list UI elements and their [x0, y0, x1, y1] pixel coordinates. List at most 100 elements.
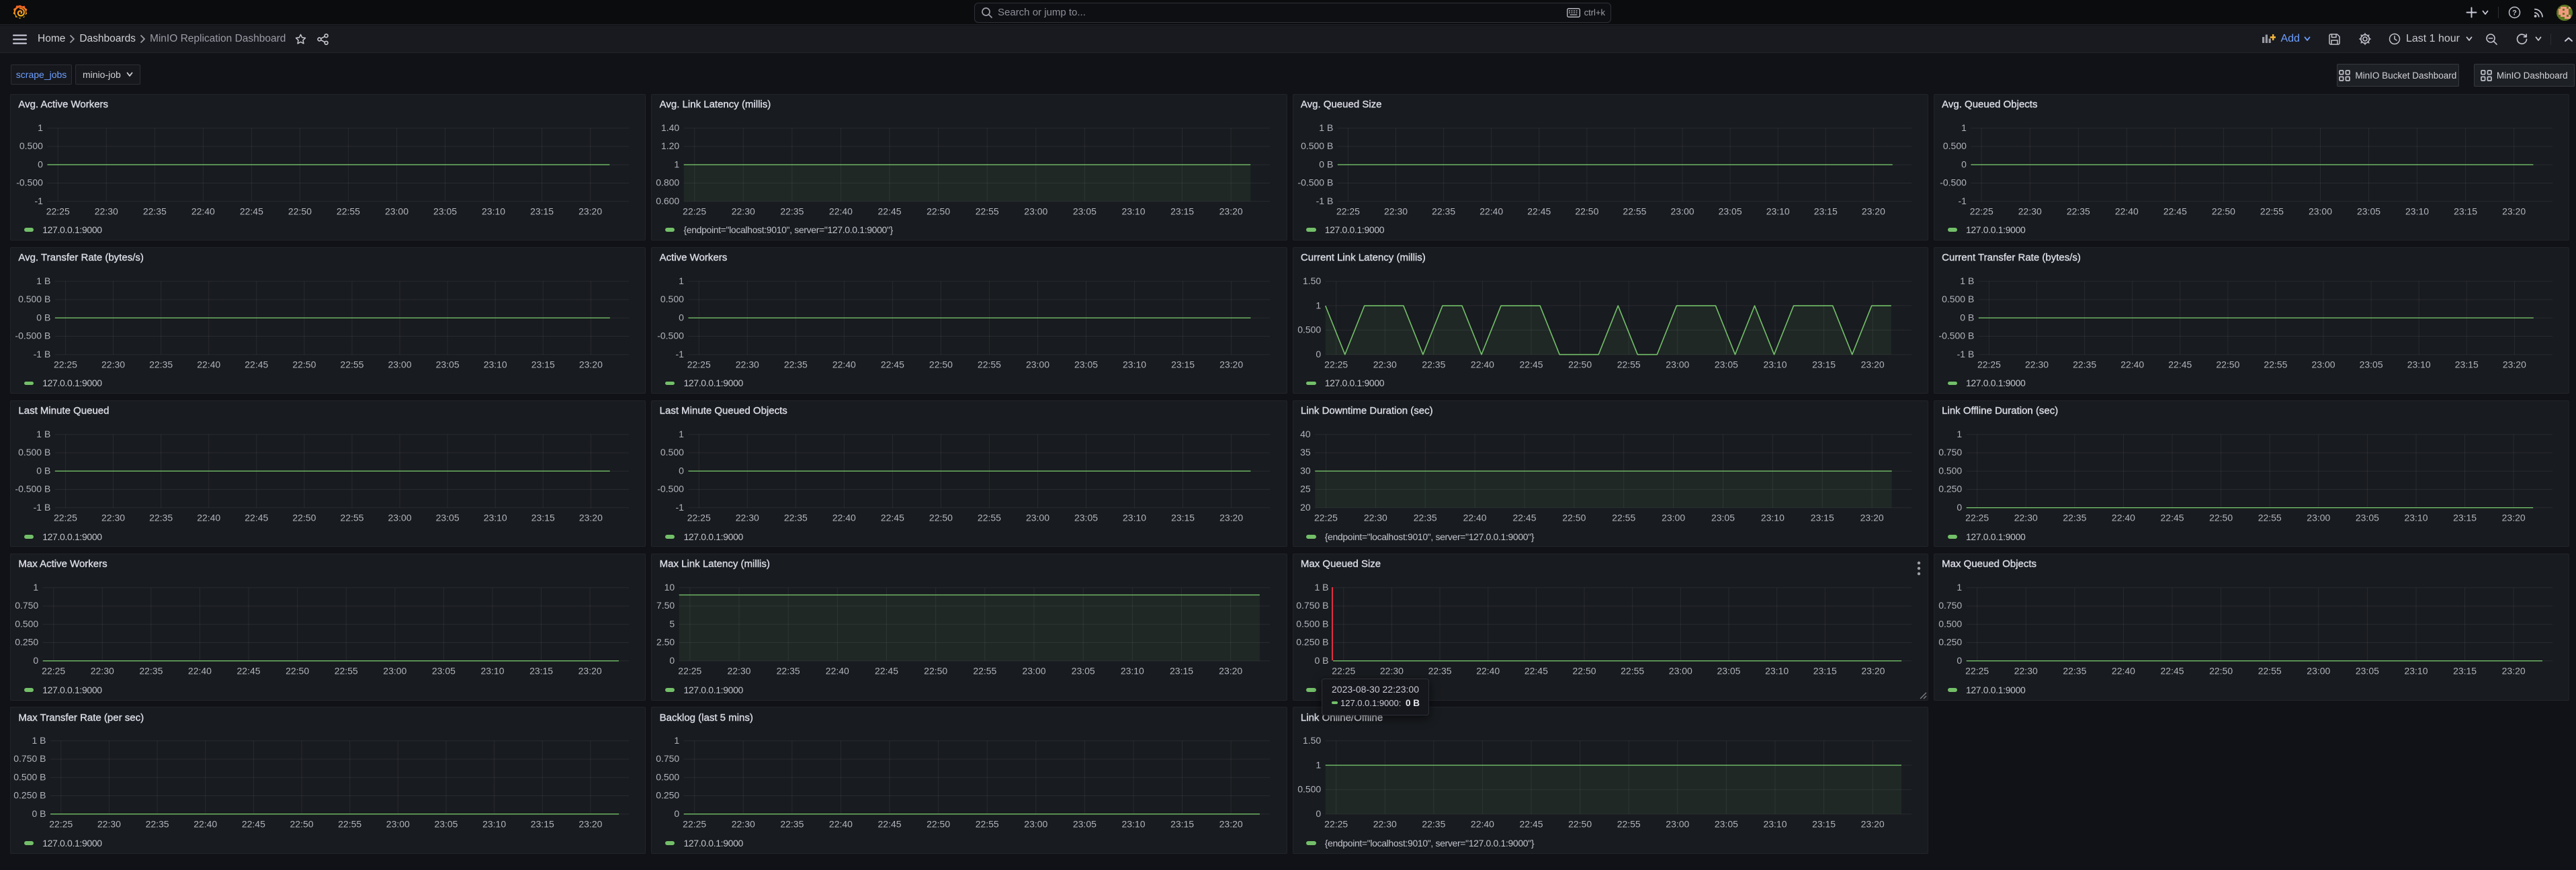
svg-text:22:55: 22:55 — [1623, 206, 1646, 216]
svg-text:1.50: 1.50 — [1302, 275, 1320, 286]
svg-text:23:05: 23:05 — [1072, 665, 1095, 676]
svg-text:23:10: 23:10 — [2404, 512, 2428, 523]
svg-text:0.750: 0.750 — [1938, 447, 1962, 458]
svg-text:5: 5 — [670, 619, 675, 629]
svg-text:23:10: 23:10 — [1760, 512, 1784, 523]
svg-text:22:30: 22:30 — [2018, 206, 2042, 216]
svg-text:-1 B: -1 B — [34, 502, 51, 513]
svg-text:0: 0 — [670, 655, 675, 666]
svg-text:22:35: 22:35 — [2063, 665, 2086, 676]
svg-text:23:15: 23:15 — [2453, 512, 2477, 523]
svg-text:0.500: 0.500 — [1938, 619, 1962, 629]
svg-text:0: 0 — [679, 312, 684, 322]
svg-text:22:55: 22:55 — [2258, 512, 2281, 523]
svg-text:22:40: 22:40 — [1470, 359, 1494, 369]
svg-text:22:40: 22:40 — [829, 819, 853, 830]
svg-text:23:10: 23:10 — [1122, 206, 1146, 216]
svg-text:0: 0 — [33, 655, 38, 666]
svg-text:22:50: 22:50 — [2209, 665, 2233, 676]
svg-text:0: 0 — [679, 465, 684, 476]
svg-text:22:45: 22:45 — [1524, 665, 1547, 676]
svg-text:22:25: 22:25 — [1965, 512, 1989, 523]
svg-text:1: 1 — [1957, 429, 1962, 439]
svg-text:23:15: 23:15 — [1813, 206, 1837, 216]
svg-text:23:20: 23:20 — [1219, 206, 1243, 216]
svg-text:23:00: 23:00 — [2307, 665, 2330, 676]
svg-text:23:05: 23:05 — [433, 206, 457, 216]
svg-text:22:40: 22:40 — [829, 206, 853, 216]
svg-text:23:15: 23:15 — [1171, 512, 1195, 523]
svg-text:22:50: 22:50 — [2212, 206, 2235, 216]
svg-text:23:05: 23:05 — [1714, 359, 1737, 369]
svg-text:0.250: 0.250 — [656, 790, 679, 801]
svg-text:22:40: 22:40 — [832, 512, 856, 523]
svg-text:0.500: 0.500 — [1297, 784, 1321, 795]
svg-text:23:20: 23:20 — [2501, 665, 2525, 676]
svg-text:23:15: 23:15 — [1810, 512, 1834, 523]
svg-text:-0.500: -0.500 — [1940, 177, 1967, 187]
svg-text:23:20: 23:20 — [578, 206, 602, 216]
svg-text:22:45: 22:45 — [2160, 512, 2184, 523]
svg-text:-0.500: -0.500 — [657, 484, 684, 494]
svg-text:23:10: 23:10 — [482, 206, 505, 216]
svg-text:22:40: 22:40 — [1463, 512, 1486, 523]
svg-text:22:45: 22:45 — [1512, 512, 1536, 523]
svg-text:23:15: 23:15 — [2454, 206, 2477, 216]
svg-text:23:00: 23:00 — [2307, 512, 2330, 523]
svg-text:22:35: 22:35 — [1428, 665, 1451, 676]
svg-text:22:40: 22:40 — [2112, 665, 2135, 676]
svg-text:22:55: 22:55 — [340, 359, 363, 369]
svg-text:22:55: 22:55 — [1617, 819, 1640, 830]
svg-text:23:05: 23:05 — [1074, 512, 1098, 523]
svg-text:22:30: 22:30 — [736, 359, 759, 369]
svg-text:0 B: 0 B — [1319, 159, 1333, 169]
svg-text:22:50: 22:50 — [288, 206, 312, 216]
svg-text:22:45: 22:45 — [875, 665, 898, 676]
svg-text:22:40: 22:40 — [2115, 206, 2139, 216]
svg-text:22:50: 22:50 — [1568, 359, 1592, 369]
svg-text:22:50: 22:50 — [929, 512, 953, 523]
svg-text:0.750: 0.750 — [15, 600, 38, 611]
svg-text:22:30: 22:30 — [91, 665, 114, 676]
svg-text:23:05: 23:05 — [436, 512, 460, 523]
svg-text:23:20: 23:20 — [1861, 665, 1885, 676]
svg-text:23:10: 23:10 — [2407, 359, 2430, 369]
svg-text:22:30: 22:30 — [1373, 819, 1396, 830]
svg-text:22:50: 22:50 — [1562, 512, 1586, 523]
svg-text:22:40: 22:40 — [188, 665, 212, 676]
svg-text:23:00: 23:00 — [1025, 819, 1048, 830]
svg-text:0: 0 — [675, 808, 680, 819]
svg-text:22:25: 22:25 — [1332, 665, 1355, 676]
svg-text:0 B: 0 B — [36, 465, 50, 476]
svg-text:22:35: 22:35 — [784, 359, 808, 369]
svg-text:23:15: 23:15 — [1812, 819, 1836, 830]
svg-text:23:20: 23:20 — [578, 819, 602, 830]
svg-text:23:05: 23:05 — [1073, 206, 1097, 216]
svg-text:30: 30 — [1300, 465, 1311, 476]
svg-text:0.250: 0.250 — [1938, 637, 1962, 648]
svg-text:22:35: 22:35 — [781, 206, 804, 216]
svg-text:22:25: 22:25 — [49, 819, 73, 830]
svg-text:22:35: 22:35 — [143, 206, 167, 216]
svg-text:23:00: 23:00 — [1670, 206, 1694, 216]
svg-text:0.750: 0.750 — [1938, 600, 1962, 611]
svg-text:-1 B: -1 B — [1957, 349, 1974, 359]
svg-text:1: 1 — [1957, 582, 1962, 593]
svg-text:23:00: 23:00 — [1025, 206, 1048, 216]
svg-text:22:55: 22:55 — [1621, 665, 1644, 676]
svg-text:0.500 B: 0.500 B — [18, 294, 50, 304]
svg-text:0.250 B: 0.250 B — [13, 790, 46, 801]
svg-text:22:55: 22:55 — [338, 819, 361, 830]
svg-text:1: 1 — [33, 582, 38, 593]
svg-text:-1 B: -1 B — [34, 349, 51, 359]
svg-text:23:05: 23:05 — [2357, 206, 2380, 216]
svg-text:23:10: 23:10 — [1765, 665, 1789, 676]
svg-text:22:55: 22:55 — [2264, 359, 2287, 369]
svg-text:1 B: 1 B — [1314, 582, 1328, 593]
svg-text:23:00: 23:00 — [386, 819, 410, 830]
svg-text:23:00: 23:00 — [1026, 359, 1049, 369]
svg-text:22:55: 22:55 — [1617, 359, 1640, 369]
svg-text:22:35: 22:35 — [146, 819, 169, 830]
svg-text:22:50: 22:50 — [292, 359, 316, 369]
svg-text:22:25: 22:25 — [1314, 512, 1337, 523]
